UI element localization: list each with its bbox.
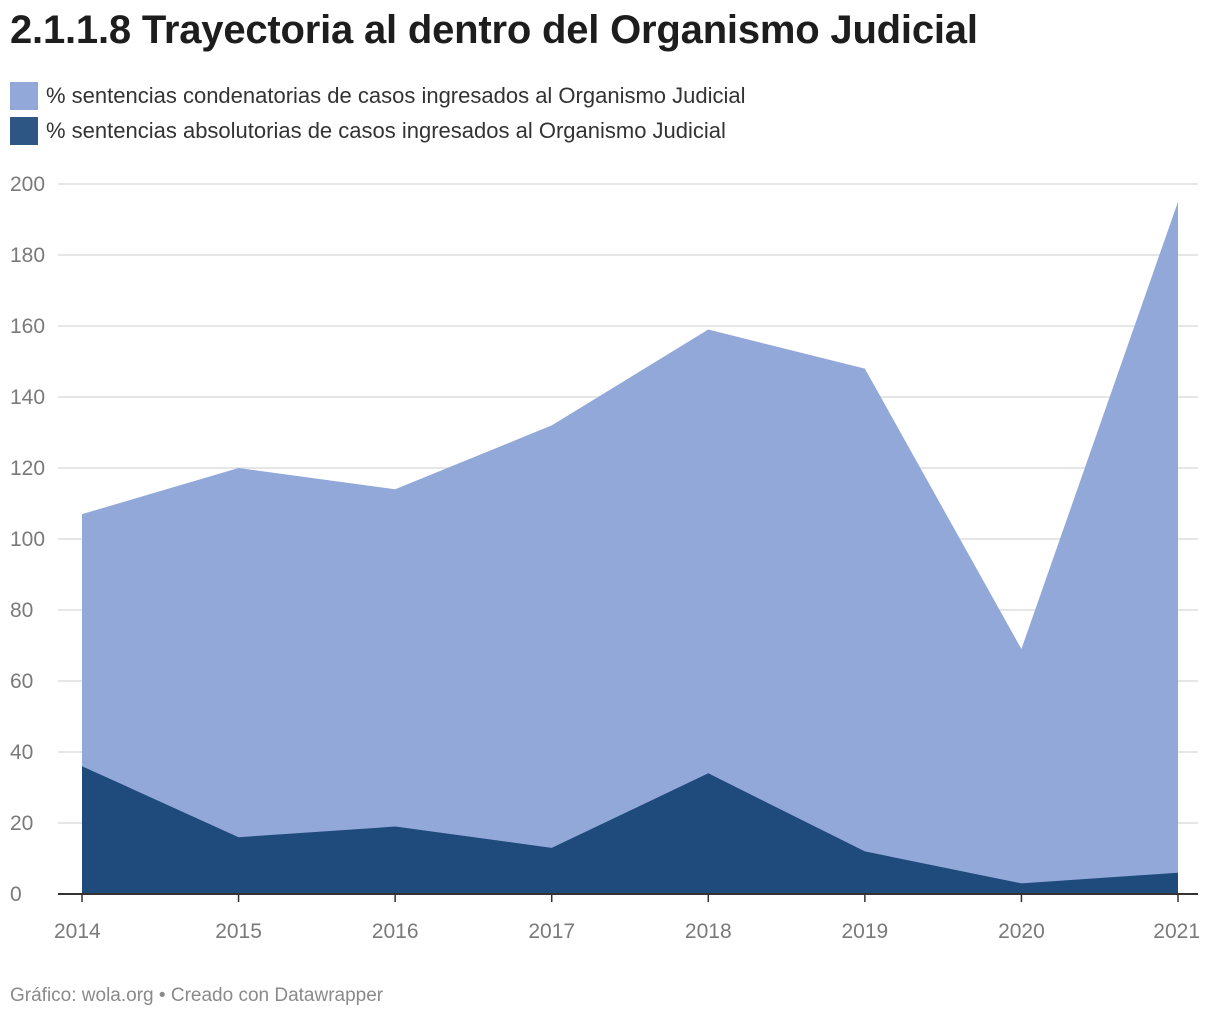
x-tick-label-2020: 2020 <box>998 920 1045 943</box>
footer-source: Gráfico: wola.org <box>10 985 154 1006</box>
y-tick-label-40: 40 <box>10 741 33 764</box>
y-tick-label-60: 60 <box>10 670 33 693</box>
y-tick-label-0: 0 <box>10 883 22 906</box>
y-tick-label-120: 120 <box>10 457 45 480</box>
footer-separator: • <box>153 985 171 1006</box>
legend-label-condenatorias: % sentencias condenatorias de casos ingr… <box>46 83 746 108</box>
legend-swatch-absolutorias <box>10 117 38 145</box>
x-tick-label-2016: 2016 <box>372 920 419 943</box>
y-tick-label-160: 160 <box>10 315 45 338</box>
areas <box>81 201 1179 894</box>
x-tick-label-2018: 2018 <box>685 920 732 943</box>
chart-title: 2.1.1.8 Trayectoria al dentro del Organi… <box>10 8 978 52</box>
y-tick-label-140: 140 <box>10 386 45 409</box>
y-tick-label-180: 180 <box>10 244 45 267</box>
legend-label-absolutorias: % sentencias absolutorias de casos ingre… <box>46 118 726 143</box>
area-series-0 <box>82 201 1178 894</box>
y-tick-label-80: 80 <box>10 599 33 622</box>
y-tick-label-200: 200 <box>10 173 45 196</box>
x-tick-label-2019: 2019 <box>841 920 888 943</box>
legend-swatch-condenatorias <box>10 82 38 110</box>
legend-item-condenatorias: % sentencias condenatorias de casos ingr… <box>10 82 746 110</box>
footer-credit: Creado con Datawrapper <box>170 985 384 1006</box>
x-tick-label-2015: 2015 <box>215 920 262 943</box>
area-series-1 <box>82 766 1178 894</box>
x-tick-label-2021: 2021 <box>1153 920 1200 943</box>
axes: 2014 2015 2016 2017 2018 2019 2020 2021 <box>54 893 1200 943</box>
footer: Gráfico: wola.org • Creado con Datawrapp… <box>10 985 383 1007</box>
area-chart: 0 20 40 60 80 100 120 140 160 180 200 2014 2015 2016… <box>10 173 1200 943</box>
x-tick-label-2014: 2014 <box>54 920 101 943</box>
y-tick-label-20: 20 <box>10 812 33 835</box>
x-tick-label-2017: 2017 <box>528 920 575 943</box>
y-tick-label-100: 100 <box>10 528 45 551</box>
legend-item-absolutorias: % sentencias absolutorias de casos ingre… <box>10 117 746 145</box>
legend: % sentencias condenatorias de casos ingr… <box>10 82 746 152</box>
